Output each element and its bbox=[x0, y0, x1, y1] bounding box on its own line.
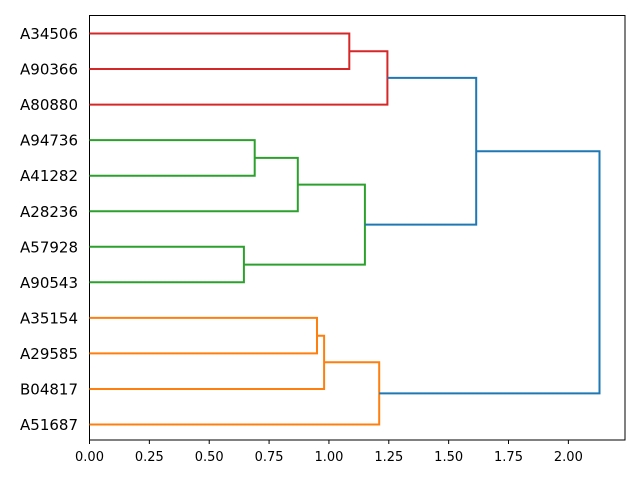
x-axis-tick-label: 1.75 bbox=[494, 450, 523, 465]
dendrogram-link-G4 bbox=[243, 183, 366, 266]
leaf-label-A57928: A57928 bbox=[20, 238, 78, 256]
x-axis-tick-label: 2.00 bbox=[554, 450, 583, 465]
dendrogram-link-G1 bbox=[89, 139, 256, 177]
plot-area-border bbox=[89, 15, 626, 441]
dendrogram-link-B1 bbox=[364, 76, 478, 226]
dendrogram-link-O2 bbox=[89, 334, 326, 390]
dendrogram-link-R2 bbox=[89, 50, 389, 106]
x-axis-tick-label: 1.50 bbox=[434, 450, 463, 465]
dendrogram-link-G2 bbox=[89, 156, 299, 213]
leaf-label-A51687: A51687 bbox=[20, 416, 78, 434]
x-axis-tick-label: 0.25 bbox=[135, 450, 164, 465]
leaf-label-B04817: B04817 bbox=[20, 381, 78, 399]
x-axis-tick-label: 1.25 bbox=[374, 450, 403, 465]
leaf-label-A94736: A94736 bbox=[20, 132, 78, 150]
dendrogram-link-O1 bbox=[89, 316, 318, 355]
leaf-label-A90543: A90543 bbox=[20, 274, 78, 292]
leaf-label-A41282: A41282 bbox=[20, 167, 78, 185]
dendrogram-link-R1 bbox=[89, 32, 351, 70]
leaf-label-A28236: A28236 bbox=[20, 203, 78, 221]
x-axis-tick-label: 0.50 bbox=[195, 450, 224, 465]
leaf-label-A35154: A35154 bbox=[20, 309, 78, 327]
leaf-label-A29585: A29585 bbox=[20, 345, 78, 363]
leaf-label-A34506: A34506 bbox=[20, 25, 78, 43]
dendrogram-link-ROOT bbox=[379, 150, 601, 395]
x-axis-tick-label: 0.75 bbox=[255, 450, 284, 465]
leaf-label-A90366: A90366 bbox=[20, 61, 78, 79]
x-axis-tick-label: 1.00 bbox=[314, 450, 343, 465]
dendrogram-link-G3 bbox=[89, 245, 245, 284]
leaf-label-A80880: A80880 bbox=[20, 96, 78, 114]
x-axis-tick-label: 0.00 bbox=[75, 450, 104, 465]
dendrogram-link-O3 bbox=[89, 361, 381, 426]
